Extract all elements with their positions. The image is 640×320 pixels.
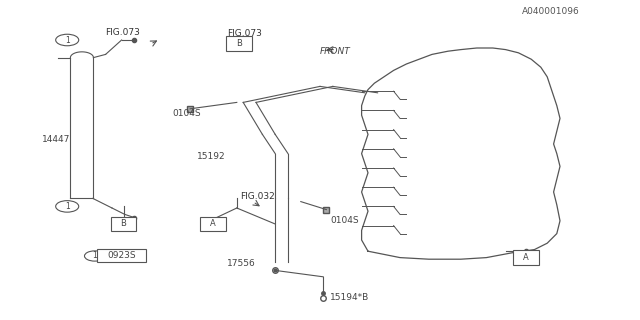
Circle shape [56,34,79,46]
FancyBboxPatch shape [97,249,146,262]
Text: 1: 1 [65,36,70,44]
Text: 15194*B: 15194*B [330,293,369,302]
Text: 1: 1 [92,252,97,260]
Text: A: A [524,253,529,262]
Text: 0923S: 0923S [108,251,136,260]
Text: 0104S: 0104S [173,109,202,118]
Text: A040001096: A040001096 [522,7,579,16]
Text: 1: 1 [65,202,70,211]
Text: B: B [236,39,242,48]
Circle shape [84,251,105,261]
Text: FIG.032: FIG.032 [240,192,275,201]
Circle shape [56,201,79,212]
Text: 14447: 14447 [42,135,70,144]
Text: FIG.073: FIG.073 [106,28,140,36]
Text: FRONT: FRONT [320,47,351,56]
Text: A: A [211,220,216,228]
FancyBboxPatch shape [226,36,252,51]
FancyBboxPatch shape [513,250,539,265]
Text: B: B [120,220,127,228]
FancyBboxPatch shape [200,217,226,231]
Text: 0104S: 0104S [330,216,359,225]
FancyBboxPatch shape [111,217,136,231]
Text: 17556: 17556 [227,260,256,268]
Text: FIG.073: FIG.073 [227,29,262,38]
Text: 15192: 15192 [196,152,225,161]
